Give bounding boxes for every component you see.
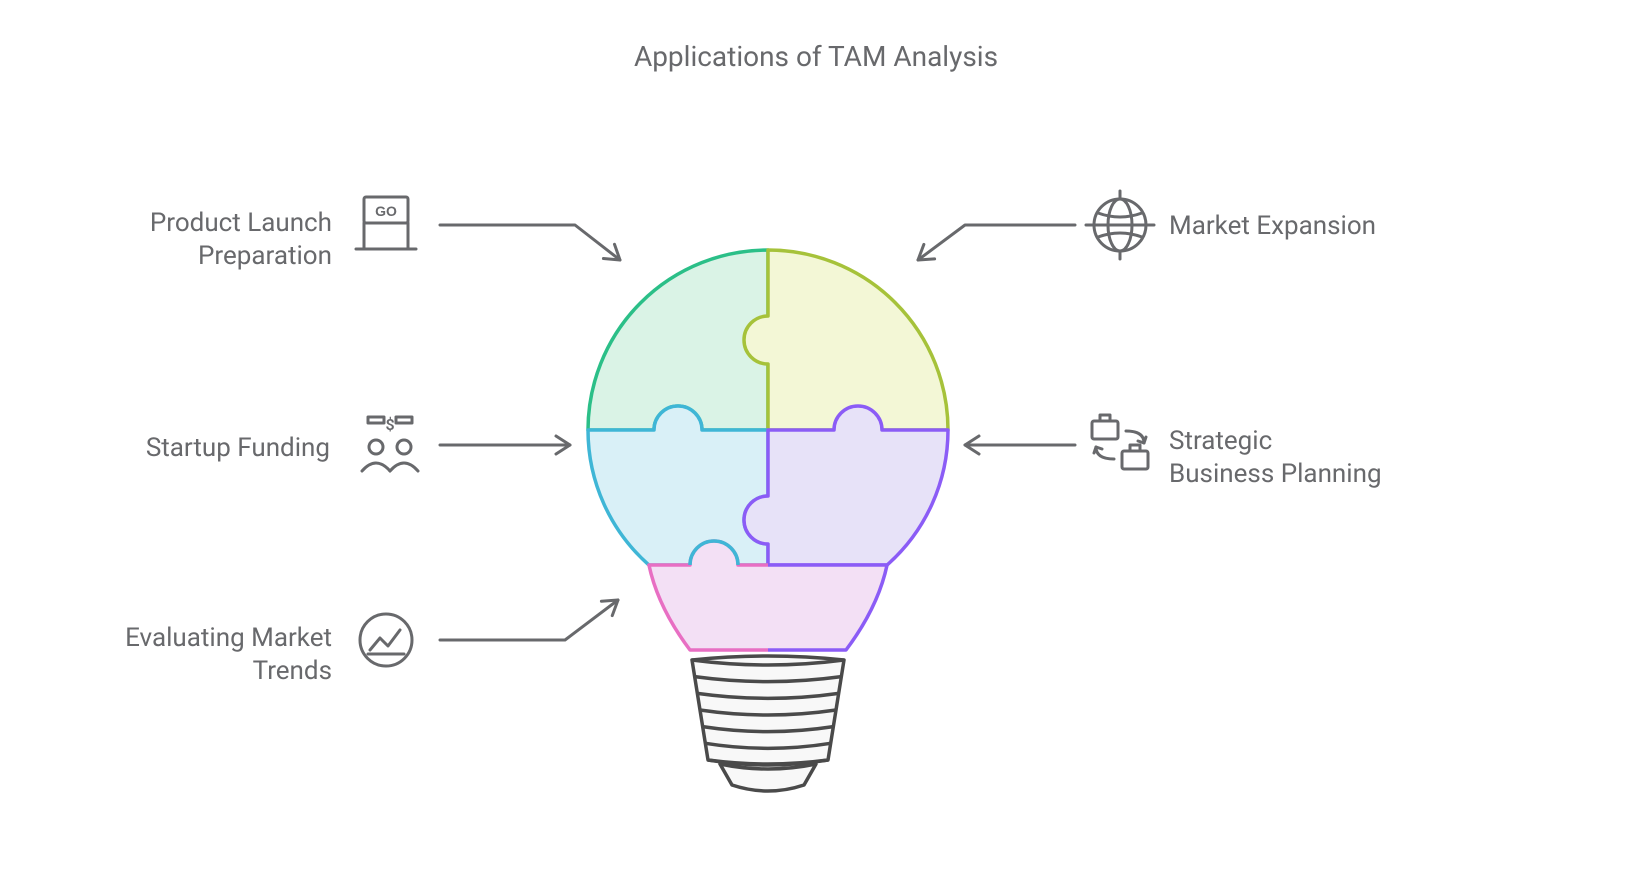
arrow-product-launch <box>440 225 620 260</box>
lightbulb <box>588 250 948 791</box>
label-market-trends: Evaluating Market Trends <box>125 622 332 687</box>
puzzle-piece-mid-right <box>744 406 948 565</box>
label-strategic-planning: Strategic Business Planning <box>1169 425 1382 490</box>
label-market-expansion: Market Expansion <box>1169 210 1376 243</box>
label-startup-funding: Startup Funding <box>146 432 330 465</box>
label-product-launch: Product Launch Preparation <box>150 207 332 272</box>
arrow-strategic-planning <box>965 436 1075 454</box>
arrow-market-expansion <box>918 225 1075 260</box>
arrow-startup-funding <box>440 436 570 454</box>
funding-icon: $ <box>362 415 418 471</box>
globe-icon <box>1086 191 1154 259</box>
trend-icon <box>360 614 412 666</box>
svg-text:GO: GO <box>375 203 397 219</box>
go-sign-icon: GO <box>356 197 416 249</box>
briefcases-icon <box>1092 415 1148 469</box>
svg-text:$: $ <box>385 415 394 434</box>
arrow-market-trends <box>440 600 618 640</box>
bulb-base <box>692 656 844 791</box>
puzzle-piece-mid-left <box>588 406 768 565</box>
